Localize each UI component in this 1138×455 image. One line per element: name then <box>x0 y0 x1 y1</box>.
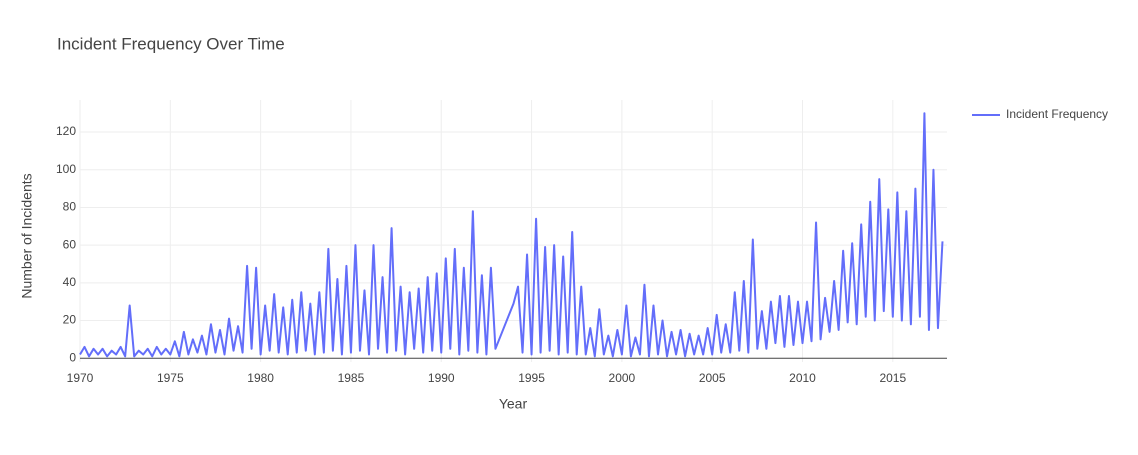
x-tick-label: 1985 <box>338 371 365 385</box>
y-tick-label: 60 <box>63 237 77 251</box>
y-tick-label: 100 <box>56 162 76 176</box>
x-tick-label: 1975 <box>157 371 184 385</box>
y-tick-label: 0 <box>69 350 76 364</box>
x-tick-label: 1980 <box>247 371 274 385</box>
y-tick-label: 40 <box>63 275 77 289</box>
x-tick-label: 2015 <box>879 371 906 385</box>
y-axis-title: Number of Incidents <box>19 173 35 298</box>
x-tick-label: 1990 <box>428 371 455 385</box>
x-tick-label: 1970 <box>67 371 94 385</box>
y-tick-label: 20 <box>63 313 77 327</box>
data-line <box>79 112 944 358</box>
y-tick-label: 120 <box>56 124 76 138</box>
x-tick-label: 2005 <box>699 371 726 385</box>
x-tick-label: 2010 <box>789 371 816 385</box>
x-tick-label: 1995 <box>518 371 545 385</box>
y-tick-label: 80 <box>63 200 77 214</box>
x-tick-label: 2000 <box>609 371 636 385</box>
x-axis-title: Year <box>499 396 528 412</box>
legend-label: Incident Frequency <box>1006 107 1108 121</box>
chart-title: Incident Frequency Over Time <box>57 34 285 53</box>
